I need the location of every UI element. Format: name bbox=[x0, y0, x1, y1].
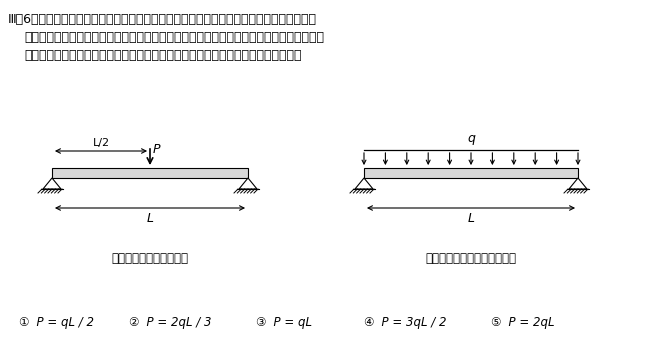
Text: ⑤: ⑤ bbox=[490, 316, 501, 329]
Text: P = qL: P = qL bbox=[266, 316, 312, 329]
Bar bbox=[364, 168, 578, 178]
Text: きの最大曲げ応力が等しいとき，　Ｐとｑの関係として最も適切なものはどれか。: きの最大曲げ応力が等しいとき， Ｐとｑの関係として最も適切なものはどれか。 bbox=[24, 49, 301, 62]
Text: q: q bbox=[467, 132, 475, 145]
Polygon shape bbox=[355, 178, 373, 189]
Text: 一様分布荷重が作用する場合: 一様分布荷重が作用する場合 bbox=[426, 252, 516, 265]
Text: Ⅲ－6　長さＬの両端単純支持はりに対して，集中荷重Ｐ又は一様分布荷重ｑをそれぞれ下: Ⅲ－6 長さＬの両端単純支持はりに対して，集中荷重Ｐ又は一様分布荷重ｑをそれぞれ… bbox=[8, 13, 317, 26]
Text: ①: ① bbox=[18, 316, 29, 329]
Text: P = 2qL: P = 2qL bbox=[501, 316, 554, 329]
Text: ④: ④ bbox=[363, 316, 374, 329]
Text: L: L bbox=[467, 212, 475, 225]
Text: P = qL / 2: P = qL / 2 bbox=[29, 316, 94, 329]
Bar bbox=[52, 168, 248, 178]
Polygon shape bbox=[239, 178, 257, 189]
Text: P = 3qL / 2: P = 3qL / 2 bbox=[374, 316, 447, 329]
Text: 集中荷重が作用する場合: 集中荷重が作用する場合 bbox=[111, 252, 188, 265]
Text: ③: ③ bbox=[255, 316, 265, 329]
Text: 図のように作用させる。集中荷重を受けるときの最大曲げ応力と一様分布荷重を受けると: 図のように作用させる。集中荷重を受けるときの最大曲げ応力と一様分布荷重を受けると bbox=[24, 31, 324, 44]
Polygon shape bbox=[569, 178, 587, 189]
Text: L: L bbox=[147, 212, 153, 225]
Text: P: P bbox=[153, 143, 160, 156]
Text: ②: ② bbox=[128, 316, 138, 329]
Text: L/2: L/2 bbox=[93, 138, 110, 148]
Text: P = 2qL / 3: P = 2qL / 3 bbox=[139, 316, 211, 329]
Polygon shape bbox=[43, 178, 61, 189]
